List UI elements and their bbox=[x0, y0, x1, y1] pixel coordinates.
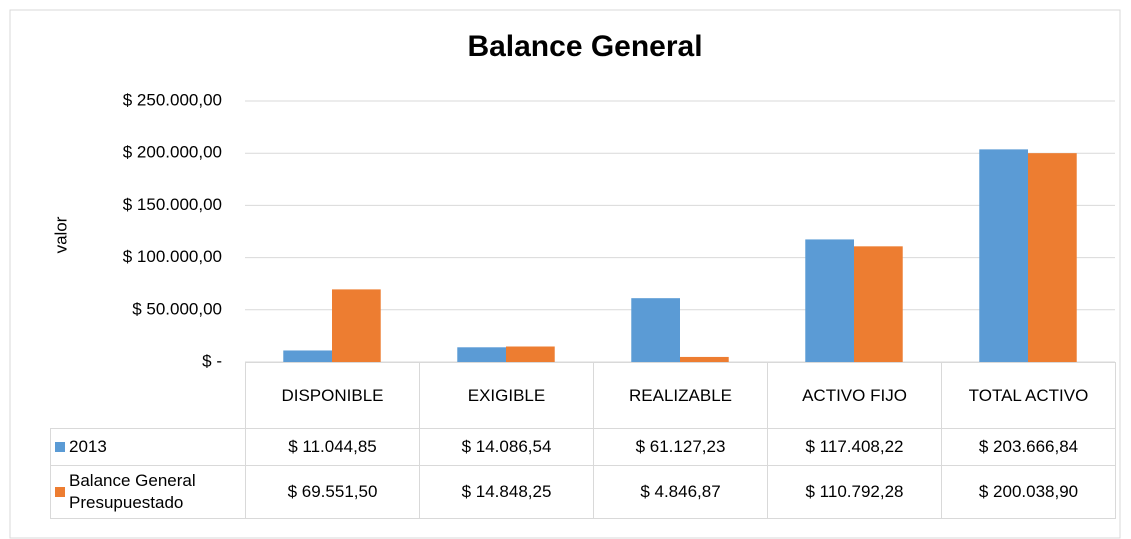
table-value-cell: $ 69.551,50 bbox=[245, 465, 420, 519]
bar bbox=[1028, 153, 1077, 362]
table-value-cell: $ 4.846,87 bbox=[593, 465, 768, 519]
table-value-cell: $ 14.848,25 bbox=[419, 465, 594, 519]
table-value-cell: $ 110.792,28 bbox=[767, 465, 942, 519]
legend-key bbox=[55, 487, 65, 497]
bar bbox=[805, 239, 854, 362]
y-tick-label: $ 250.000,00 bbox=[123, 90, 222, 109]
bar bbox=[631, 298, 680, 362]
y-tick-label: $ 200.000,00 bbox=[123, 143, 222, 162]
y-tick-label: $ - bbox=[202, 351, 222, 370]
table-legend-cell: 2013 bbox=[50, 428, 246, 466]
bar bbox=[854, 246, 903, 362]
chart-border bbox=[9, 9, 1121, 539]
table-value-cell: $ 203.666,84 bbox=[941, 428, 1116, 466]
bar bbox=[979, 149, 1028, 362]
table-value-cell: $ 117.408,22 bbox=[767, 428, 942, 466]
table-value-cell: $ 61.127,23 bbox=[593, 428, 768, 466]
table-header-cell: DISPONIBLE bbox=[245, 362, 420, 429]
y-tick-label: $ 100.000,00 bbox=[123, 247, 222, 266]
bar bbox=[506, 346, 555, 362]
bar bbox=[680, 356, 729, 362]
table-header-cell: ACTIVO FIJO bbox=[767, 362, 942, 429]
table-header-cell: EXIGIBLE bbox=[419, 362, 594, 429]
table-value-cell: $ 14.086,54 bbox=[419, 428, 594, 466]
table-value-cell: $ 200.038,90 bbox=[941, 465, 1116, 519]
legend-label: 2013 bbox=[69, 437, 107, 456]
y-tick-label: $ 150.000,00 bbox=[123, 195, 222, 214]
table-header-cell: TOTAL ACTIVO bbox=[941, 362, 1116, 429]
table-value-cell: $ 11.044,85 bbox=[245, 428, 420, 466]
bar bbox=[283, 350, 332, 362]
table-legend-cell: Balance General Presupuestado bbox=[50, 465, 246, 519]
y-tick-label: $ 50.000,00 bbox=[132, 299, 222, 318]
bar bbox=[332, 289, 381, 362]
bar bbox=[457, 347, 506, 362]
legend-key bbox=[55, 442, 65, 452]
table-header-cell: REALIZABLE bbox=[593, 362, 768, 429]
chart-title: Balance General bbox=[467, 30, 702, 63]
y-axis-label: valor bbox=[51, 216, 70, 253]
legend-label: Balance General Presupuestado bbox=[69, 471, 196, 512]
